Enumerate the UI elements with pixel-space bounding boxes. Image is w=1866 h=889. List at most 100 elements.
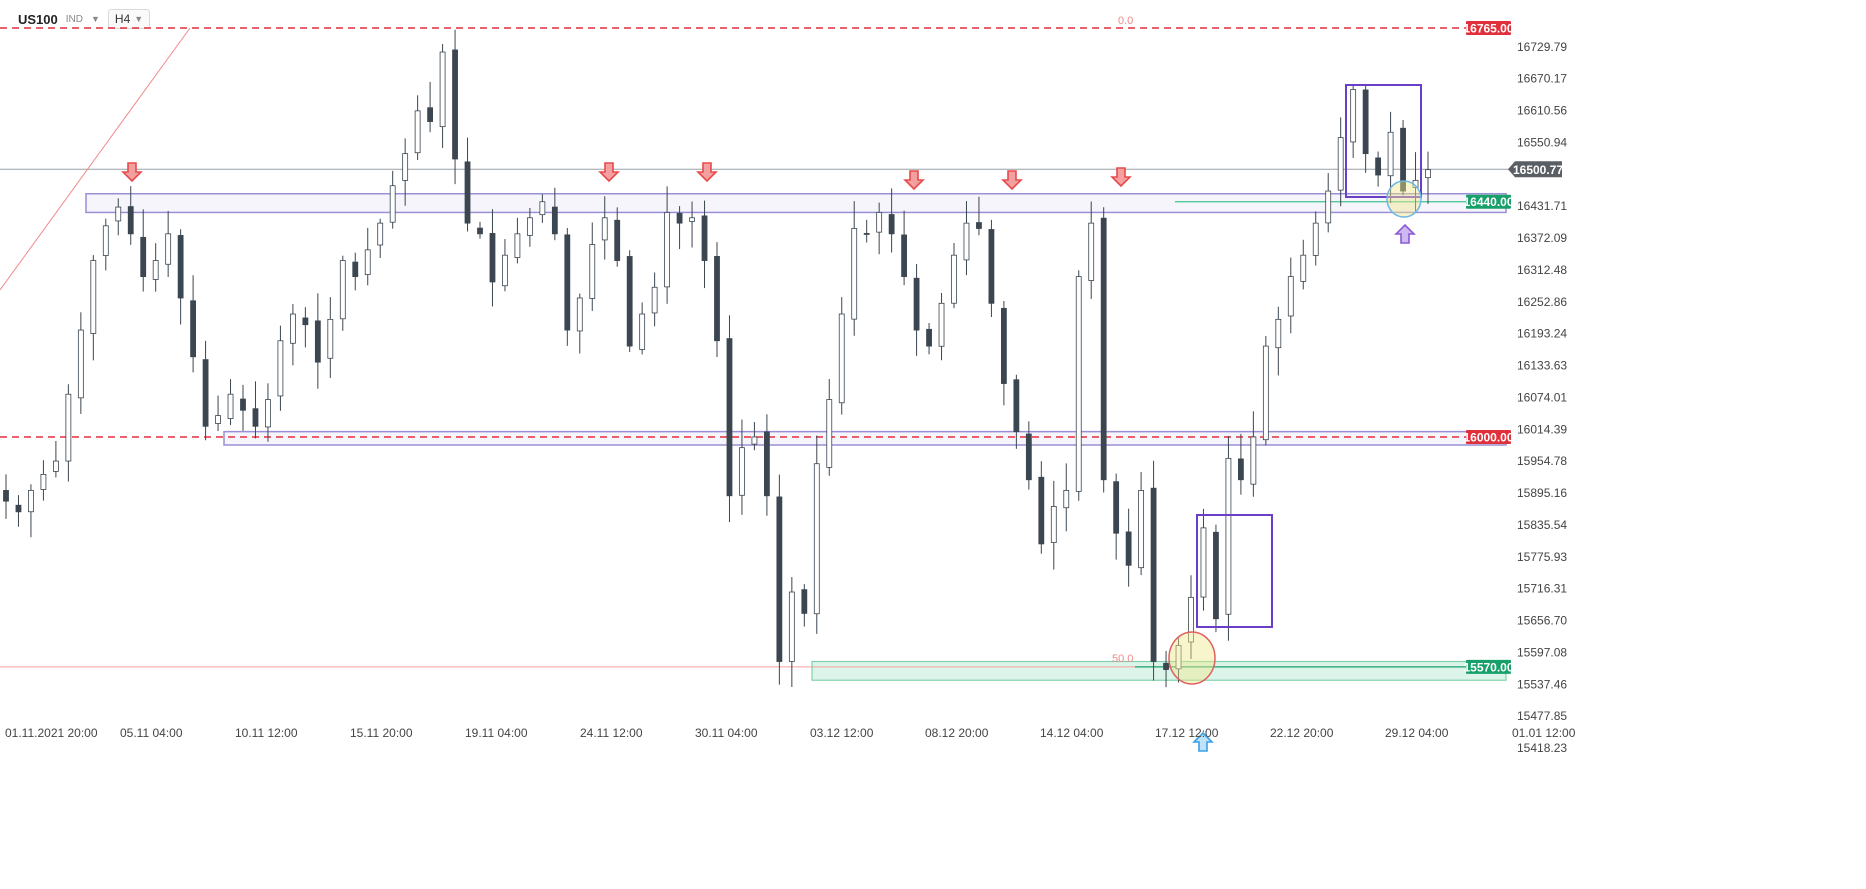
time-tick: 30.11 04:00 xyxy=(695,726,758,740)
price-tick: 16729.79 xyxy=(1517,40,1567,54)
candle-body xyxy=(1312,222,1319,256)
candle-body xyxy=(190,300,197,358)
arrow-down-icon xyxy=(598,162,620,183)
candle-body xyxy=(1088,222,1095,281)
price-badge-bg xyxy=(1466,659,1511,674)
candle-body xyxy=(1100,217,1107,481)
candle-body xyxy=(1075,276,1082,492)
candle-body xyxy=(102,225,109,256)
resistance-arrow-5 xyxy=(1001,170,1023,191)
time-tick: 01.01 12:00 xyxy=(1512,726,1576,740)
arrow-down-icon xyxy=(1001,170,1023,191)
symbol-type: IND xyxy=(65,13,83,25)
candle-body xyxy=(115,206,122,222)
candle-body xyxy=(1063,490,1070,509)
candle-body xyxy=(1188,596,1194,643)
price-badge-label: 16765.00 xyxy=(1463,22,1513,36)
time-tick: 17.12 12:00 xyxy=(1155,726,1219,740)
candle-body xyxy=(664,212,671,288)
price-tick: 16610.56 xyxy=(1517,104,1567,118)
candle-body xyxy=(651,286,658,314)
price-tick: 15537.46 xyxy=(1517,677,1567,691)
candle-body xyxy=(589,244,596,299)
price-tick: 15418.23 xyxy=(1517,741,1567,755)
candle-body xyxy=(564,234,571,331)
candle-body xyxy=(1262,345,1269,441)
candle-body xyxy=(152,260,159,280)
price-tick: 16372.09 xyxy=(1517,231,1567,245)
price-badge-bg xyxy=(1466,21,1511,35)
support-highlight-circle xyxy=(1168,631,1216,685)
candle-body xyxy=(776,496,783,662)
price-badge-bg xyxy=(1466,194,1511,209)
support-arrow xyxy=(1192,731,1214,752)
candle-body xyxy=(626,256,633,347)
candle-body xyxy=(177,235,184,299)
arrow-down-icon xyxy=(903,170,925,191)
candle-body xyxy=(763,431,770,497)
candle-body xyxy=(489,233,496,283)
chevron-down-icon[interactable]: ▼ xyxy=(90,14,100,24)
candle-body xyxy=(1138,490,1145,569)
resistance-zone-upper xyxy=(85,192,1507,214)
candle-body xyxy=(327,318,334,359)
badge-middle: 16000.00 xyxy=(1463,429,1514,444)
candle-body xyxy=(414,110,421,154)
candle-body xyxy=(502,254,508,287)
candle-body xyxy=(3,490,9,502)
price-tick: 15775.93 xyxy=(1517,550,1567,564)
candles-layer xyxy=(3,29,1431,688)
price-badge-label: 15570.00 xyxy=(1463,660,1513,674)
badge-current-price: 16500.77 xyxy=(1508,161,1563,178)
candle-body xyxy=(1175,645,1182,670)
support-zone xyxy=(811,660,1507,681)
price-tick: 16670.17 xyxy=(1517,72,1567,86)
price-axis-bg xyxy=(1510,0,1866,889)
candle-body xyxy=(876,212,883,233)
arrow-down-icon xyxy=(696,162,718,183)
candle-body xyxy=(65,393,72,462)
time-tick: 19.11 04:00 xyxy=(465,726,528,740)
candle-body xyxy=(901,234,908,277)
candle-body xyxy=(439,51,446,128)
candle-body xyxy=(1375,157,1382,176)
candle-body xyxy=(1300,254,1307,282)
badge-support: 15570.00 xyxy=(1463,659,1514,674)
candle-body xyxy=(28,490,34,513)
arrow-up-icon xyxy=(1394,223,1416,244)
candle-body xyxy=(788,591,795,662)
timeframe-dropdown[interactable]: H4 ▼ xyxy=(107,9,151,29)
candle-body xyxy=(402,153,409,181)
overlay-layer xyxy=(121,84,1422,752)
candle-body xyxy=(938,302,945,347)
resistance-arrow-1 xyxy=(121,162,143,183)
price-tick: 16550.94 xyxy=(1517,135,1567,149)
candle-body xyxy=(539,201,546,216)
price-badge-label: 16500.77 xyxy=(1513,163,1563,177)
candle-body xyxy=(1225,457,1232,615)
candle-body xyxy=(252,408,259,427)
price-badge-label: 16440.00 xyxy=(1463,195,1513,209)
candle-body xyxy=(52,460,59,472)
candle-body xyxy=(689,217,695,222)
resistance-arrow-3 xyxy=(696,162,718,183)
candle-body xyxy=(1150,487,1157,662)
candle-body xyxy=(751,436,758,445)
candle-body xyxy=(1237,458,1244,481)
candle-body xyxy=(801,589,808,614)
candle-body xyxy=(314,320,321,363)
candle-body xyxy=(514,233,521,258)
price-tick: 16133.63 xyxy=(1517,359,1567,373)
candle-body xyxy=(427,107,434,122)
candle-body xyxy=(464,161,471,224)
timeframe-label: H4 xyxy=(114,12,131,26)
candle-body xyxy=(1425,169,1431,179)
candle-body xyxy=(1013,379,1020,433)
resistance-arrow-6 xyxy=(1110,167,1132,188)
candle-body xyxy=(576,297,583,332)
candle-body xyxy=(826,399,833,468)
fib-trend-line xyxy=(0,27,191,291)
candle-body xyxy=(15,504,22,513)
candle-body xyxy=(1250,436,1257,485)
